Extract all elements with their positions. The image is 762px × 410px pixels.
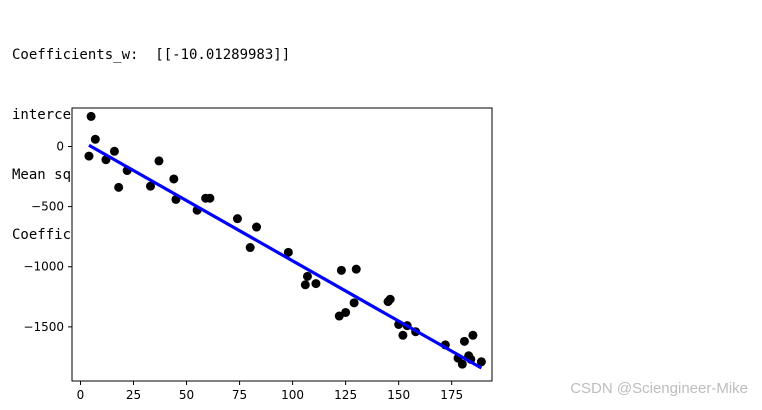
scatter-point	[90, 134, 100, 144]
scatter-point	[145, 181, 155, 191]
scatter-point	[283, 247, 293, 257]
scatter-point	[459, 336, 469, 346]
y-tick-label: −500	[31, 200, 64, 214]
watermark: CSDN @Sciengineer-Mike	[570, 380, 748, 397]
regression-line	[88, 143, 483, 370]
scatter-point	[311, 279, 321, 289]
x-tick-label: 50	[179, 388, 194, 402]
scatter-point	[349, 298, 359, 308]
scatter-point	[302, 271, 312, 281]
scatter-point	[351, 264, 361, 274]
scatter-point	[476, 357, 486, 367]
x-tick-label: 0	[77, 388, 85, 402]
scatter-point	[154, 156, 164, 166]
scatter-point	[468, 330, 478, 340]
scatter-point	[385, 294, 395, 304]
scatter-point	[336, 265, 346, 275]
y-tick-label: 0	[56, 139, 64, 153]
x-tick-label: 75	[232, 388, 247, 402]
x-tick-label: 100	[281, 388, 304, 402]
y-tick-label: −1000	[23, 260, 64, 274]
x-tick-label: 125	[334, 388, 357, 402]
scatter-point	[300, 280, 310, 290]
y-tick-label: −1500	[23, 320, 64, 334]
scatter-point	[398, 330, 408, 340]
scatter-point	[169, 174, 179, 184]
coefficients-line: Coefficients_w: [[-10.01289983]]	[12, 47, 291, 63]
scatter-point	[341, 307, 351, 317]
scatter-point	[457, 359, 467, 369]
x-tick-label: 175	[440, 388, 463, 402]
scatter-point	[114, 182, 124, 192]
scatter-point	[86, 111, 96, 121]
x-tick-label: 150	[387, 388, 410, 402]
scatter-point	[232, 214, 242, 224]
scatter-point	[109, 146, 119, 156]
scatter-point	[84, 151, 94, 161]
scatter-point	[252, 222, 262, 232]
x-tick-label: 25	[126, 388, 141, 402]
scatter-point	[205, 193, 215, 203]
scatter-point	[245, 243, 255, 253]
